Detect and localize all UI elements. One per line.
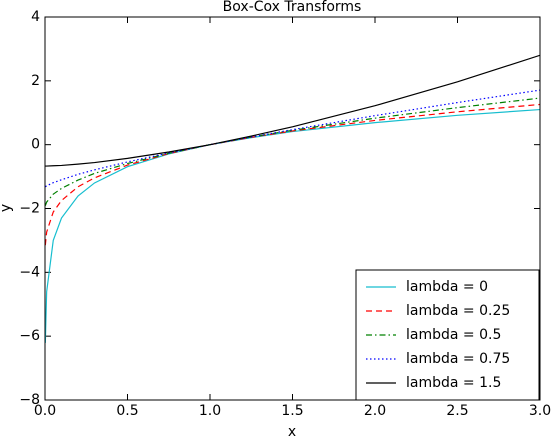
series-line <box>45 103 540 246</box>
legend-box <box>355 269 540 401</box>
chart-title: Box-Cox Transforms <box>223 0 362 15</box>
y-tick-label: −2 <box>19 201 40 217</box>
series-line <box>45 108 540 343</box>
x-tick-label: 3.0 <box>529 403 551 419</box>
x-tick-label: 1.5 <box>281 403 303 419</box>
x-tick-label: 1.0 <box>199 403 221 419</box>
legend-label: lambda = 0.25 <box>406 303 510 319</box>
x-tick-label: 0.0 <box>34 403 56 419</box>
series-line <box>45 97 540 206</box>
x-axis-label: x <box>288 424 296 439</box>
y-tick-label: −4 <box>19 264 40 280</box>
plot-frame <box>44 16 541 401</box>
y-tick-label: 4 <box>31 9 40 25</box>
y-tick-label: 2 <box>31 73 40 89</box>
x-tick-label: 2.5 <box>446 403 468 419</box>
y-tick-label: −6 <box>19 328 40 344</box>
series-line <box>45 54 540 167</box>
legend-label: lambda = 0 <box>406 279 488 295</box>
x-tick-label: 0.5 <box>116 403 138 419</box>
legend-label: lambda = 0.5 <box>406 327 501 343</box>
x-tick-label: 2.0 <box>364 403 386 419</box>
legend-label: lambda = 1.5 <box>406 375 501 391</box>
y-tick-label: −8 <box>19 392 40 408</box>
y-axis-label: y <box>0 204 14 212</box>
y-tick-label: 0 <box>31 137 40 153</box>
legend-label: lambda = 0.75 <box>406 351 510 367</box>
